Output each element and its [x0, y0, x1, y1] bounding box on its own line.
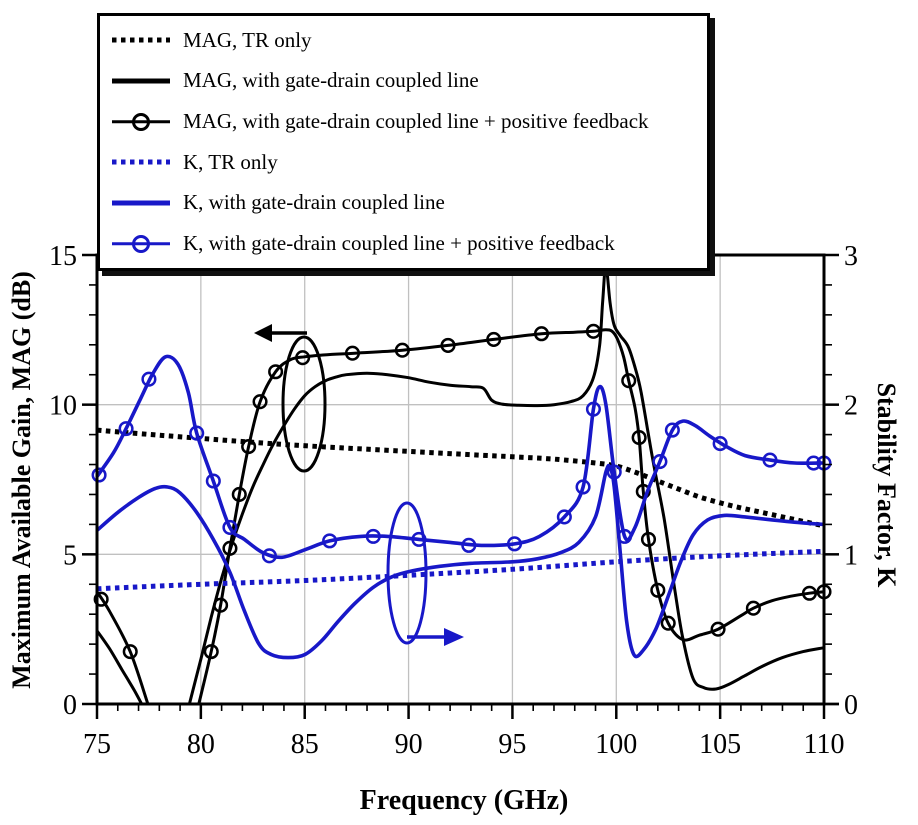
- legend-item-mag-coupled-line-feedback: MAG, with gate-drain coupled line + posi…: [112, 109, 703, 134]
- data-point-marker: [189, 425, 205, 441]
- data-point-marker: [203, 644, 219, 660]
- right-arrow-icon: [444, 628, 464, 646]
- data-point-marker: [575, 479, 591, 495]
- series-mag-tr-only: [96, 427, 825, 529]
- data-point-marker: [617, 528, 633, 544]
- data-point-marker: [118, 421, 134, 437]
- legend-label: K, TR only: [183, 149, 278, 174]
- tick-label: 2: [844, 391, 858, 422]
- tick-label: 5: [63, 540, 77, 571]
- dotted-line-sample-blue: [112, 153, 170, 172]
- tick-label: 85: [291, 729, 319, 760]
- data-point-marker: [745, 600, 761, 616]
- data-point-marker: [141, 371, 157, 387]
- data-point-marker: [93, 591, 109, 607]
- legend-label: MAG, with gate-drain coupled line: [183, 68, 479, 93]
- data-point-marker: [762, 452, 778, 468]
- data-point-marker: [664, 422, 680, 438]
- tick-label: 105: [699, 729, 741, 760]
- tick-label: 100: [595, 729, 637, 760]
- data-point-marker: [295, 350, 311, 366]
- tick-label: 3: [844, 241, 858, 272]
- solid-line-sample-black: [112, 71, 170, 90]
- dotted-line-sample-black: [112, 31, 170, 50]
- series-k-tr-only: [96, 548, 825, 592]
- data-point-marker: [556, 509, 572, 525]
- tick-label: 10: [49, 391, 77, 422]
- data-point-marker: [635, 483, 651, 500]
- circle-line-sample-black: [112, 112, 170, 131]
- axis-ticks-and-labels: 75 80 85 90 95 100 105 110 0 5 10 15 0 1 2 3: [49, 241, 858, 760]
- legend-label: MAG, TR only: [183, 27, 312, 52]
- data-point-marker: [252, 394, 268, 410]
- series-k-coupled-line: [95, 463, 825, 660]
- mag-curves-left-axis-pointer: [254, 324, 327, 473]
- tick-label: 0: [844, 690, 858, 721]
- data-point-marker: [461, 537, 477, 553]
- legend-item-k-coupled-line: K, with gate-drain coupled line: [112, 190, 703, 215]
- data-point-marker: [585, 401, 601, 417]
- tick-label: 80: [187, 729, 215, 760]
- data-point-marker: [652, 453, 668, 470]
- circle-line-sample-blue: [112, 234, 170, 253]
- data-point-marker: [344, 345, 361, 361]
- left-axis-title: Maximum Available Gain, MAG (dB): [7, 271, 36, 689]
- data-point-marker: [241, 439, 257, 455]
- data-point-marker: [606, 464, 622, 480]
- data-point-marker: [640, 531, 657, 547]
- legend-item-k-coupled-line-feedback: K, with gate-drain coupled line + positi…: [112, 231, 703, 256]
- data-point-marker: [122, 644, 138, 660]
- legend-item-mag-coupled-line: MAG, with gate-drain coupled line: [112, 68, 703, 93]
- data-point-marker: [261, 548, 277, 564]
- data-point-marker: [621, 373, 637, 389]
- data-point-marker: [394, 342, 410, 358]
- data-point-marker: [585, 323, 601, 339]
- data-point-marker: [322, 533, 338, 549]
- data-point-marker: [365, 528, 381, 544]
- data-point-marker: [506, 536, 523, 552]
- data-point-marker: [650, 582, 666, 598]
- data-point-marker: [533, 326, 550, 342]
- data-point-marker: [268, 364, 284, 380]
- data-point-marker: [222, 519, 238, 535]
- tick-label: 110: [804, 729, 845, 760]
- legend-label: K, with gate-drain coupled line: [183, 190, 445, 215]
- data-point-marker: [231, 486, 247, 503]
- data-point-marker: [205, 473, 221, 489]
- data-point-marker: [710, 621, 726, 637]
- x-axis-title: Frequency (GHz): [359, 785, 569, 816]
- data-point-marker: [801, 585, 818, 601]
- tick-label: 15: [49, 241, 77, 272]
- right-axis-title: Stability Factor, K: [872, 382, 901, 588]
- data-point-marker: [631, 430, 647, 446]
- data-point-marker: [712, 436, 728, 452]
- data-point-marker: [440, 337, 456, 353]
- solid-line-sample-blue: [112, 193, 170, 212]
- data-point-marker: [660, 615, 676, 631]
- legend-item-k-tr-only: K, TR only: [112, 150, 703, 175]
- tick-label: 1: [844, 540, 858, 571]
- legend-label: K, with gate-drain coupled line + positi…: [183, 231, 615, 256]
- left-arrow-icon: [254, 324, 272, 342]
- data-point-marker: [213, 597, 229, 613]
- legend-label: MAG, with gate-drain coupled line + posi…: [183, 109, 649, 134]
- legend-item-mag-tr-only: MAG, TR only: [112, 28, 703, 53]
- tick-label: 95: [498, 729, 526, 760]
- series-k-coupled-line-positive-feedback: [91, 354, 832, 564]
- legend: MAG, TR only MAG, with gate-drain couple…: [97, 13, 710, 271]
- series-mag-coupled-line-positive-feedback: [93, 323, 832, 705]
- data-point-marker: [806, 455, 822, 471]
- tick-label: 0: [63, 690, 77, 721]
- tick-label: 75: [83, 729, 111, 760]
- k-curves-right-axis-pointer: [386, 501, 464, 646]
- data-point-marker: [91, 467, 107, 483]
- data-point-marker: [411, 531, 427, 547]
- tick-label: 90: [395, 729, 423, 760]
- data-point-marker: [222, 540, 238, 556]
- data-point-marker: [486, 331, 502, 347]
